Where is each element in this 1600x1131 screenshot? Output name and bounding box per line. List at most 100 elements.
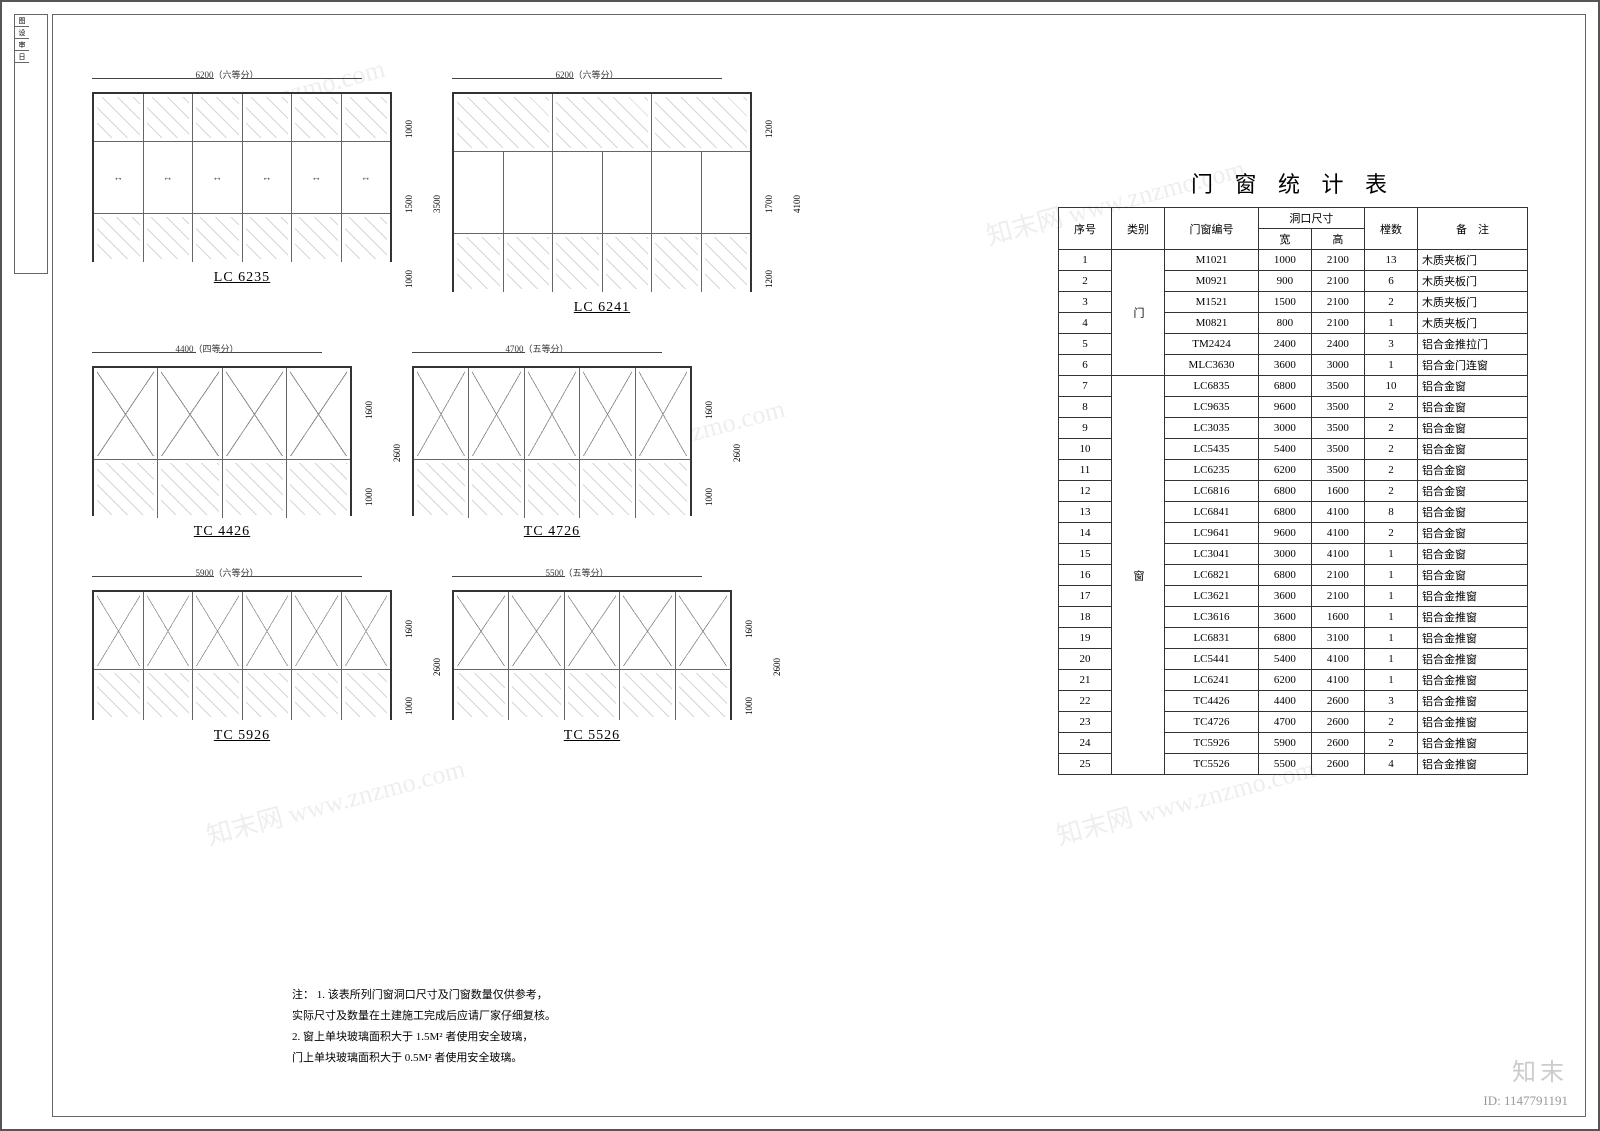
title-block: 图设审日 <box>14 14 48 274</box>
pane <box>144 94 194 141</box>
dim-top: 5500（五等分） <box>452 566 702 579</box>
pane <box>553 234 603 292</box>
pane <box>676 592 730 669</box>
pane <box>243 214 293 262</box>
pane <box>342 142 391 213</box>
pane <box>469 460 524 518</box>
pane <box>652 94 750 151</box>
pane <box>565 670 620 720</box>
pane <box>454 94 553 151</box>
schedule-table: 门 窗 统 计 表 序号 类别 门窗编号 洞口尺寸 樘数 备 注 宽 高 1门M… <box>1058 167 1528 775</box>
pane <box>292 670 342 720</box>
window-frame <box>92 92 392 262</box>
th-note: 备 注 <box>1418 208 1528 250</box>
pane <box>193 214 243 262</box>
pane <box>509 670 564 720</box>
pane <box>553 152 603 233</box>
pane <box>603 152 653 233</box>
pane <box>243 592 293 669</box>
drawing-sheet: 图设审日 知末网 www.znzmo.com 知末网 www.znzmo.com… <box>0 0 1600 1131</box>
table-row: 7窗LC68356800350010铝合金窗 <box>1059 376 1528 397</box>
th-qty: 樘数 <box>1364 208 1417 250</box>
pane <box>94 94 144 141</box>
th-size: 洞口尺寸 <box>1258 208 1364 229</box>
dim-right: 16001000 <box>396 590 422 744</box>
dim-right: 120017001200 <box>756 92 782 316</box>
pane <box>702 152 751 233</box>
pane <box>454 234 504 292</box>
drawing-label: TC 4726 <box>412 524 692 540</box>
pane <box>414 460 469 518</box>
pane <box>702 234 751 292</box>
pane <box>620 592 675 669</box>
pane <box>454 152 504 233</box>
drawing-label: TC 5926 <box>92 728 392 744</box>
pane <box>193 142 243 213</box>
pane <box>676 670 730 720</box>
elevation-TC5926: 5900（六等分）160010002600TC 5926 <box>92 590 392 744</box>
pane <box>287 368 350 459</box>
th-seq: 序号 <box>1059 208 1112 250</box>
pane <box>636 368 690 459</box>
elevation-LC6241: 6200（六等分）1200170012004100LC 6241 <box>452 92 752 316</box>
pane <box>565 592 620 669</box>
window-frame <box>452 590 732 720</box>
dim-total: 2600 <box>392 366 402 540</box>
pane <box>94 460 158 518</box>
elevation-LC6235: 6200（六等分）1000150010003500LC 6235 <box>92 92 392 316</box>
pane <box>287 460 350 518</box>
pane <box>193 592 243 669</box>
brand-watermark: 知末 <box>1512 1052 1568 1087</box>
dim-top: 4700（五等分） <box>412 342 662 355</box>
pane <box>292 592 342 669</box>
notes-line: 实际尺寸及数量在土建施工完成后应请厂家仔细复核。 <box>292 1010 556 1022</box>
pane <box>243 142 293 213</box>
cat-door: 门 <box>1112 250 1165 376</box>
pane <box>342 94 391 141</box>
dim-top: 4400（四等分） <box>92 342 322 355</box>
dim-right: 16001000 <box>736 590 762 744</box>
dim-right: 16001000 <box>356 366 382 540</box>
pane <box>243 94 293 141</box>
th-w: 宽 <box>1258 229 1311 250</box>
pane <box>94 670 144 720</box>
dim-total: 2600 <box>732 366 742 540</box>
pane <box>94 368 158 459</box>
pane <box>292 94 342 141</box>
pane <box>193 94 243 141</box>
elevation-TC4726: 4700（五等分）160010002600TC 4726 <box>412 366 692 540</box>
pane <box>580 368 635 459</box>
pane <box>652 234 702 292</box>
dim-total: 3500 <box>432 92 442 316</box>
pane <box>454 670 509 720</box>
dim-top: 6200（六等分） <box>92 68 362 81</box>
th-h: 高 <box>1311 229 1364 250</box>
dim-right: 100015001000 <box>396 92 422 316</box>
notes-line: 1. 该表所列门窗洞口尺寸及门窗数量仅供参考， <box>317 989 548 1001</box>
pane <box>223 368 287 459</box>
pane <box>342 592 391 669</box>
pane <box>243 670 293 720</box>
window-frame <box>412 366 692 516</box>
cat-window: 窗 <box>1112 376 1165 775</box>
notes: 注： 1. 该表所列门窗洞口尺寸及门窗数量仅供参考， 实际尺寸及数量在土建施工完… <box>292 985 556 1069</box>
pane <box>504 234 554 292</box>
pane <box>144 142 194 213</box>
pane <box>342 214 391 262</box>
pane <box>94 142 144 213</box>
pane <box>94 592 144 669</box>
pane <box>158 368 222 459</box>
pane <box>158 460 222 518</box>
dim-right: 16001000 <box>696 366 722 540</box>
pane <box>454 592 509 669</box>
pane <box>525 460 580 518</box>
th-cat: 类别 <box>1112 208 1165 250</box>
table-row: 1门M10211000210013木质夹板门 <box>1059 250 1528 271</box>
pane <box>652 152 702 233</box>
dim-total: 2600 <box>432 590 442 744</box>
window-frame <box>452 92 752 292</box>
table-title: 门 窗 统 计 表 <box>1058 167 1528 199</box>
pane <box>603 234 653 292</box>
pane <box>144 670 194 720</box>
door-window-table: 序号 类别 门窗编号 洞口尺寸 樘数 备 注 宽 高 1门M1021100021… <box>1058 207 1528 775</box>
